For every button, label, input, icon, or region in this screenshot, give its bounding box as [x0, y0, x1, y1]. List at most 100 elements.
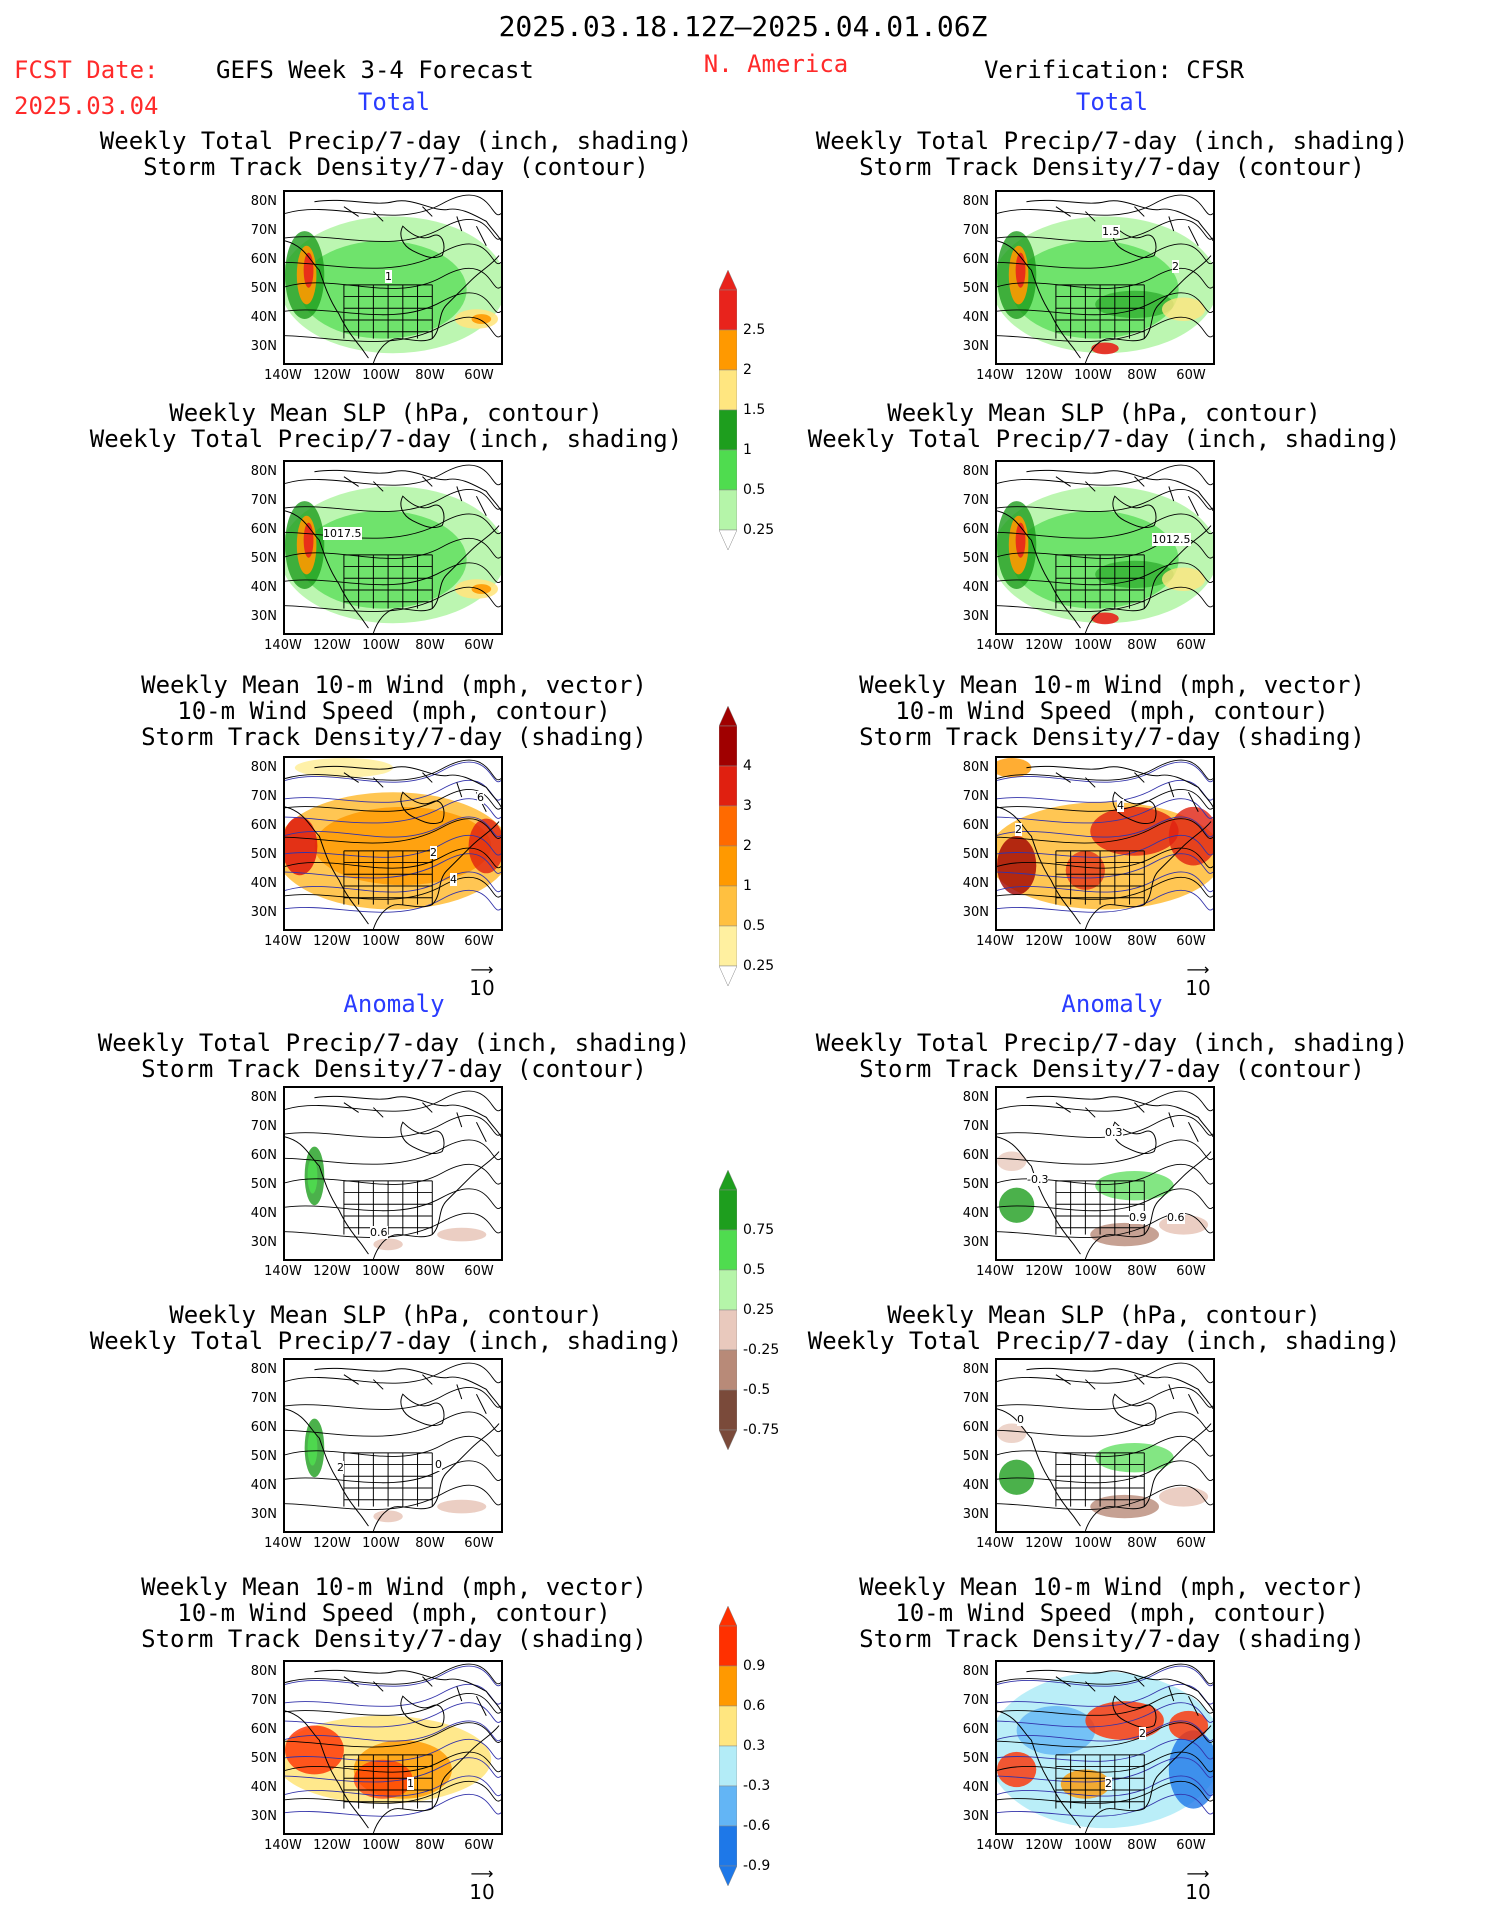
lat-label: 70N [250, 1391, 277, 1406]
lat-label: 80N [250, 1362, 277, 1377]
lon-label: 60W [464, 638, 494, 653]
lon-label: 140W [264, 368, 302, 383]
lat-label: 60N [250, 818, 277, 833]
lat-label: 60N [250, 1722, 277, 1737]
contour-label: 2 [1139, 1727, 1146, 1740]
lon-label: 140W [264, 638, 302, 653]
lon-label: 60W [464, 934, 494, 949]
panel-title-fc-precip-anom: Weekly Total Precip/7-day (inch, shading… [97, 1029, 691, 1083]
lat-label: 50N [962, 281, 989, 296]
lon-label: 60W [1176, 934, 1206, 949]
lon-label: 60W [1176, 638, 1206, 653]
lat-label: 60N [250, 252, 277, 267]
lat-label: 50N [250, 551, 277, 566]
lat-label: 80N [962, 1664, 989, 1679]
map-fc-precip-anom: 0.6 [283, 1086, 503, 1261]
lon-label: 120W [313, 368, 351, 383]
lat-label: 80N [250, 1090, 277, 1105]
lon-label: 80W [415, 1264, 445, 1279]
lat-label: 70N [250, 1119, 277, 1134]
contour-label: 0 [435, 1458, 442, 1471]
lat-label: 50N [250, 1177, 277, 1192]
lat-label: 30N [962, 905, 989, 920]
lat-label: 80N [962, 464, 989, 479]
colorbar-label: -0.9 [743, 1858, 771, 1874]
lon-label: 140W [976, 1536, 1014, 1551]
lat-label: 30N [962, 609, 989, 624]
lat-label: 80N [962, 760, 989, 775]
lon-label: 60W [1176, 1536, 1206, 1551]
lat-label: 40N [250, 1206, 277, 1221]
colorbar-label: 3 [743, 798, 752, 814]
lat-label: 60N [962, 252, 989, 267]
colorbar-label: 4 [743, 758, 752, 774]
lat-label: 80N [250, 1664, 277, 1679]
colorbar-precip-anom: 0.75 0.5 0.25 -0.25 -0.5 -0.75 [718, 1169, 779, 1451]
lat-label: 30N [250, 1235, 277, 1250]
panel-title-ob-slp-total: Weekly Mean SLP (hPa, contour) Weekly Tot… [807, 399, 1401, 453]
contour-label: 0.3 [1105, 1126, 1123, 1139]
panel-title-fc-slp-anom: Weekly Mean SLP (hPa, contour) Weekly Tot… [89, 1301, 683, 1355]
colorbar-label: 2 [743, 362, 752, 378]
lon-label: 120W [313, 1264, 351, 1279]
map-ob-slp-anom: 0 [995, 1358, 1215, 1533]
lat-label: 40N [962, 580, 989, 595]
lon-label: 120W [313, 934, 351, 949]
lat-label: 40N [250, 876, 277, 891]
lat-label: 30N [962, 339, 989, 354]
section-anomaly-verification: Anomaly [1061, 990, 1163, 1018]
map-fc-precip-total: 1 [283, 190, 503, 365]
contour-label: 0 [1017, 1413, 1024, 1426]
colorbar-label: 0.5 [743, 482, 766, 498]
lat-label: 60N [250, 522, 277, 537]
contour-label: 4 [1117, 799, 1124, 812]
lon-label: 140W [976, 1264, 1014, 1279]
lon-label: 100W [1074, 1536, 1112, 1551]
panel-title-fc-wind-anom: Weekly Mean 10-m Wind (mph, vector) 10-m … [141, 1573, 647, 1653]
lat-label: 80N [962, 1090, 989, 1105]
colorbar-label: 0.6 [743, 1698, 766, 1714]
lon-label: 80W [1127, 1838, 1157, 1853]
lat-label: 30N [962, 1809, 989, 1824]
lon-label: 80W [1127, 934, 1157, 949]
forecast-title: GEFS Week 3-4 Forecast [216, 56, 534, 84]
lon-label: 60W [464, 1536, 494, 1551]
fcst-date-label: FCST Date: [14, 56, 159, 84]
colorbar-label: 2.5 [743, 322, 766, 338]
lon-label: 120W [1025, 1536, 1063, 1551]
lon-label: 60W [1176, 1264, 1206, 1279]
lat-label: 30N [250, 905, 277, 920]
lat-label: 60N [250, 1420, 277, 1435]
lon-label: 140W [264, 1838, 302, 1853]
lon-label: 120W [1025, 934, 1063, 949]
colorbar-storm-anom: 0.9 0.6 0.3 -0.3 -0.6 -0.9 [718, 1605, 770, 1887]
lat-label: 70N [962, 223, 989, 238]
lat-label: 70N [250, 493, 277, 508]
lon-label: 60W [1176, 368, 1206, 383]
lat-label: 50N [962, 1449, 989, 1464]
section-total-forecast: Total [357, 88, 431, 116]
lat-label: 40N [250, 1478, 277, 1493]
panel-title-ob-wind-total: Weekly Mean 10-m Wind (mph, vector) 10-m … [859, 671, 1365, 751]
panel-title-fc-slp-total: Weekly Mean SLP (hPa, contour) Weekly Tot… [89, 399, 683, 453]
lat-label: 50N [962, 551, 989, 566]
lon-label: 100W [362, 934, 400, 949]
contour-label: 1017.5 [323, 527, 362, 540]
lon-label: 100W [1074, 1838, 1112, 1853]
map-fc-wind-anom: 1 [283, 1660, 503, 1835]
lon-label: 120W [1025, 368, 1063, 383]
colorbar-storm-total: 4 3 2 1 0.5 0.25 [718, 705, 774, 987]
lon-label: 100W [1074, 638, 1112, 653]
contour-label: 0.6 [1167, 1211, 1185, 1224]
lon-label: 60W [464, 1264, 494, 1279]
colorbar-label: 1.5 [743, 402, 766, 418]
date-range: 2025.03.18.12Z–2025.04.01.06Z [498, 10, 988, 43]
lat-label: 80N [250, 464, 277, 479]
map-fc-slp-total: 1017.5 [283, 460, 503, 635]
map-ob-precip-total: 1.5 2 [995, 190, 1215, 365]
panel-title-fc-precip-total: Weekly Total Precip/7-day (inch, shading… [99, 127, 693, 181]
contour-label: 6 [477, 791, 484, 804]
lon-label: 140W [976, 934, 1014, 949]
panel-title-fc-wind-total: Weekly Mean 10-m Wind (mph, vector) 10-m … [141, 671, 647, 751]
